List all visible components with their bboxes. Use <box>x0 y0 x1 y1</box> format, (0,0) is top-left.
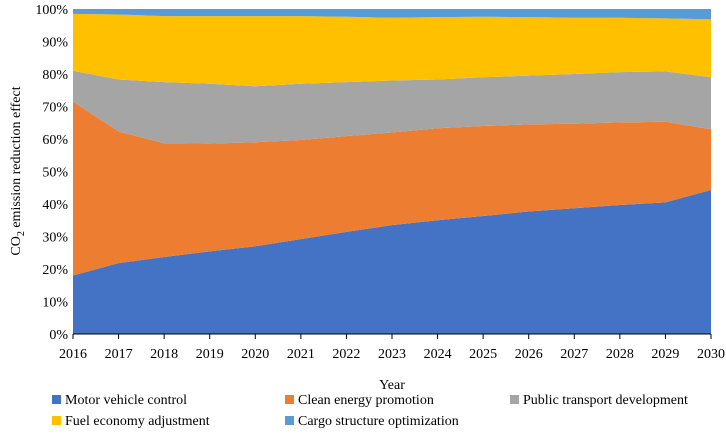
x-tick-label: 2021 <box>287 347 315 362</box>
x-tick-label: 2028 <box>606 347 634 362</box>
y-tick-label: 100% <box>35 3 68 18</box>
y-tick-label: 10% <box>42 296 68 311</box>
x-tick-label: 2022 <box>332 347 360 362</box>
x-tick-label: 2016 <box>59 347 87 362</box>
area-public-transport-development <box>73 70 711 144</box>
area-series-group <box>73 9 711 334</box>
x-tick-label: 2029 <box>651 347 679 362</box>
x-axis-ticks: 2016 2017 2018 2019 2020 2021 2022 2023 2024 2025… <box>59 334 725 362</box>
legend-swatch-fuel-economy-adjustment <box>52 416 61 425</box>
x-tick-label: 2027 <box>560 347 588 362</box>
legend-label-public-transport-development: Public transport development <box>523 393 688 408</box>
y-axis-title-rest: emission reduction effect <box>9 86 24 231</box>
legend-label-fuel-economy-adjustment: Fuel economy adjustment <box>65 414 210 429</box>
x-tick-label: 2018 <box>150 347 178 362</box>
y-tick-label: 50% <box>42 166 68 181</box>
y-axis-title: CO2 emission reduction effect <box>9 86 27 255</box>
legend-swatch-motor-vehicle-control <box>52 395 61 404</box>
area-fuel-economy-adjustment <box>73 13 711 87</box>
y-tick-label: 80% <box>42 68 68 83</box>
legend-label-motor-vehicle-control: Motor vehicle control <box>65 393 187 408</box>
x-tick-label: 2026 <box>515 347 543 362</box>
legend-label-clean-energy-promotion: Clean energy promotion <box>298 393 434 408</box>
legend-swatch-public-transport-development <box>510 395 519 404</box>
y-axis-title-subscript: 2 <box>16 231 27 236</box>
y-tick-label: 70% <box>42 101 68 116</box>
y-tick-label: 60% <box>42 133 68 148</box>
legend: Motor vehicle control Clean energy promot… <box>52 393 688 429</box>
x-tick-label: 2017 <box>105 347 133 362</box>
x-tick-label: 2023 <box>378 347 406 362</box>
area-cargo-structure-optimization <box>73 9 711 20</box>
area-motor-vehicle-control <box>73 190 711 334</box>
y-axis-ticks: 0% 10% 20% 30% 40% 50% 60% 70% 80% 90% 100% <box>35 3 68 343</box>
x-tick-label: 2025 <box>469 347 497 362</box>
x-tick-label: 2024 <box>424 347 452 362</box>
legend-swatch-cargo-structure-optimization <box>285 416 294 425</box>
x-axis-title: Year <box>379 378 405 393</box>
y-tick-label: 0% <box>49 328 68 343</box>
y-tick-label: 90% <box>42 36 68 51</box>
legend-swatch-clean-energy-promotion <box>285 395 294 404</box>
y-tick-label: 30% <box>42 231 68 246</box>
x-tick-label: 2020 <box>241 347 269 362</box>
y-tick-label: 40% <box>42 198 68 213</box>
legend-label-cargo-structure-optimization: Cargo structure optimization <box>298 414 459 429</box>
x-tick-label: 2030 <box>697 347 725 362</box>
area-clean-energy-promotion <box>73 101 711 276</box>
y-tick-label: 20% <box>42 263 68 278</box>
y-axis-title-co: CO <box>9 236 24 255</box>
x-tick-label: 2019 <box>196 347 224 362</box>
